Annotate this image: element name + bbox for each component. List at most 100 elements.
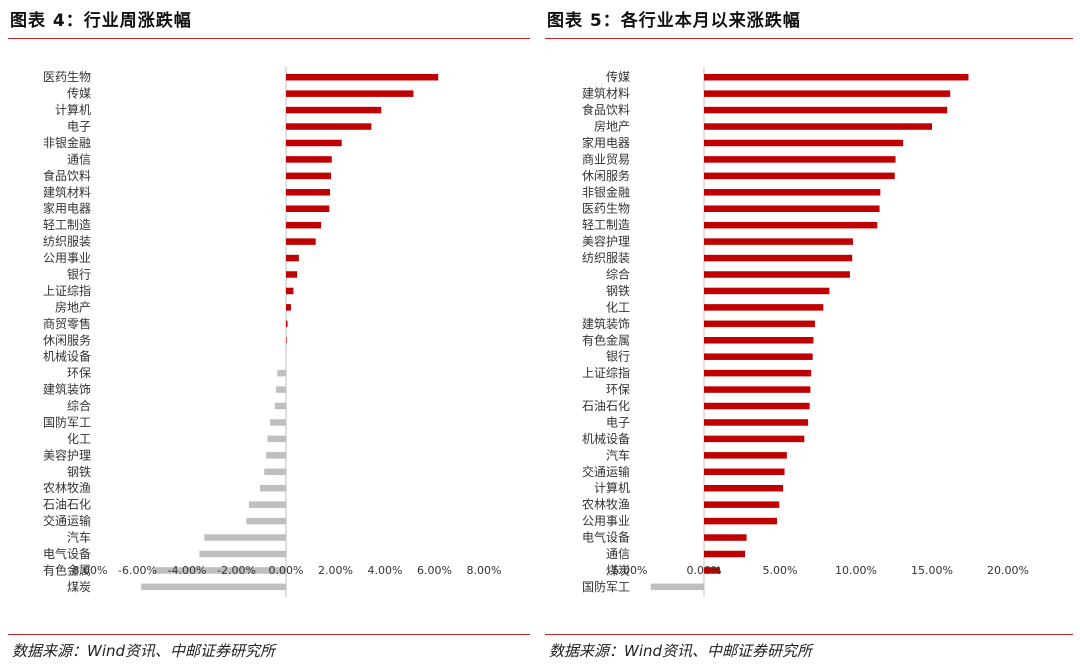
x-tick-label: 4.00% (368, 564, 403, 577)
category-label: 计算机 (594, 480, 630, 495)
figure-5-title: 图表 5：各行业本月以来涨跌幅 (547, 11, 801, 31)
x-tick-label: 5.00% (763, 564, 798, 577)
category-label: 休闲服务 (43, 332, 91, 347)
category-label: 石油石化 (43, 498, 91, 512)
category-label: 房地产 (55, 299, 91, 314)
bar-22 (269, 419, 286, 426)
bar-13 (704, 271, 850, 278)
bar-1 (286, 73, 439, 81)
category-label: 国防军工 (43, 414, 91, 429)
bar-15 (704, 304, 824, 311)
bar-21 (274, 402, 286, 410)
bar-3 (286, 106, 382, 114)
bar-32 (650, 583, 704, 591)
bar-16 (286, 320, 288, 328)
x-tick-label: -4.00% (168, 564, 207, 577)
category-label: 传媒 (606, 69, 630, 84)
bar-4 (286, 123, 372, 130)
bar-27 (704, 501, 780, 508)
category-label: 化工 (606, 300, 630, 314)
bar-10 (704, 221, 878, 229)
category-label: 食品饮料 (43, 168, 91, 183)
bar-29 (704, 534, 747, 541)
bar-19 (277, 369, 286, 377)
category-label: 煤炭 (67, 580, 91, 594)
bar-25 (264, 468, 286, 476)
category-label: 电气设备 (582, 530, 630, 545)
bar-20 (704, 386, 811, 393)
category-label: 综合 (67, 398, 91, 413)
bar-9 (704, 205, 880, 212)
category-label: 纺织服装 (582, 251, 630, 265)
month-to-date-change-bar-chart: 传媒建筑材料食品饮料房地产家用电器商业贸易休闲服务非银金融医药生物轻工制造美容护… (582, 67, 1029, 598)
category-label: 化工 (67, 432, 91, 446)
category-label: 上证综指 (582, 365, 630, 380)
x-tick-label: 15.00% (911, 564, 953, 577)
category-label: 商贸零售 (43, 316, 91, 331)
category-label: 轻工制造 (582, 218, 630, 232)
category-label: 建筑材料 (582, 86, 630, 101)
x-tick-label: 6.00% (417, 564, 452, 577)
bar-11 (704, 238, 853, 245)
x-tick-label: 0.00% (269, 564, 304, 577)
weekly-change-bar-chart: 医药生物传媒计算机电子非银金融通信食品饮料建筑材料家用电器轻工制造纺织服装公用事… (43, 67, 502, 598)
figure-5-bottom-rule (545, 634, 1073, 635)
category-label: 电子 (606, 415, 630, 429)
category-label: 机械设备 (43, 349, 91, 364)
category-label: 环保 (67, 366, 91, 380)
category-label: 建筑装饰 (43, 382, 91, 397)
x-tick-label: 0.00% (687, 564, 722, 577)
bar-32 (141, 583, 286, 591)
bar-8 (286, 189, 331, 196)
figure-5-source: 数据来源：Wind资讯、中邮证券研究所 (549, 642, 813, 660)
bar-16 (704, 320, 815, 328)
category-label: 美容护理 (582, 234, 630, 249)
category-label: 银行 (606, 350, 630, 364)
bar-23 (267, 435, 286, 443)
x-tick-label: -5.00% (609, 564, 648, 577)
category-label: 农林牧渔 (43, 481, 91, 495)
bar-11 (286, 238, 316, 245)
figure-4-top-rule (8, 38, 530, 39)
bar-2 (286, 90, 414, 97)
category-label: 商业贸易 (582, 151, 630, 166)
category-label: 公用事业 (43, 251, 91, 265)
bar-24 (266, 452, 286, 459)
bar-17 (286, 337, 287, 344)
bar-9 (286, 205, 330, 212)
x-tick-label: -2.00% (217, 564, 256, 577)
bar-30 (704, 550, 746, 558)
x-tick-label: 2.00% (318, 564, 353, 577)
bar-22 (704, 419, 809, 426)
bar-26 (704, 484, 784, 492)
category-label: 休闲服务 (582, 168, 630, 183)
bar-31 (704, 567, 720, 574)
bar-13 (286, 271, 298, 278)
bar-2 (704, 90, 951, 97)
x-tick-label: 8.00% (467, 564, 502, 577)
bar-17 (704, 337, 814, 344)
figure-4-source: 数据来源：Wind资讯、中邮证券研究所 (12, 642, 276, 660)
bar-23 (704, 435, 805, 443)
bar-14 (704, 287, 830, 295)
category-label: 家用电器 (582, 135, 630, 150)
bar-29 (204, 534, 286, 541)
bar-21 (704, 402, 810, 410)
category-label: 美容护理 (43, 447, 91, 462)
category-label: 建筑材料 (43, 184, 91, 199)
category-label: 上证综指 (43, 283, 91, 298)
bar-6 (704, 156, 896, 163)
category-label: 钢铁 (606, 284, 630, 298)
category-label: 医药生物 (582, 202, 630, 216)
category-label: 农林牧渔 (582, 498, 630, 512)
bar-12 (704, 254, 853, 262)
bar-14 (286, 287, 294, 295)
category-label: 轻工制造 (43, 218, 91, 232)
x-tick-label: -6.00% (118, 564, 157, 577)
bar-3 (704, 106, 948, 114)
x-tick-label: 10.00% (835, 564, 877, 577)
category-label: 通信 (606, 547, 630, 561)
bar-26 (260, 484, 286, 492)
category-label: 有色金属 (43, 562, 91, 577)
category-label: 交通运输 (582, 464, 630, 479)
